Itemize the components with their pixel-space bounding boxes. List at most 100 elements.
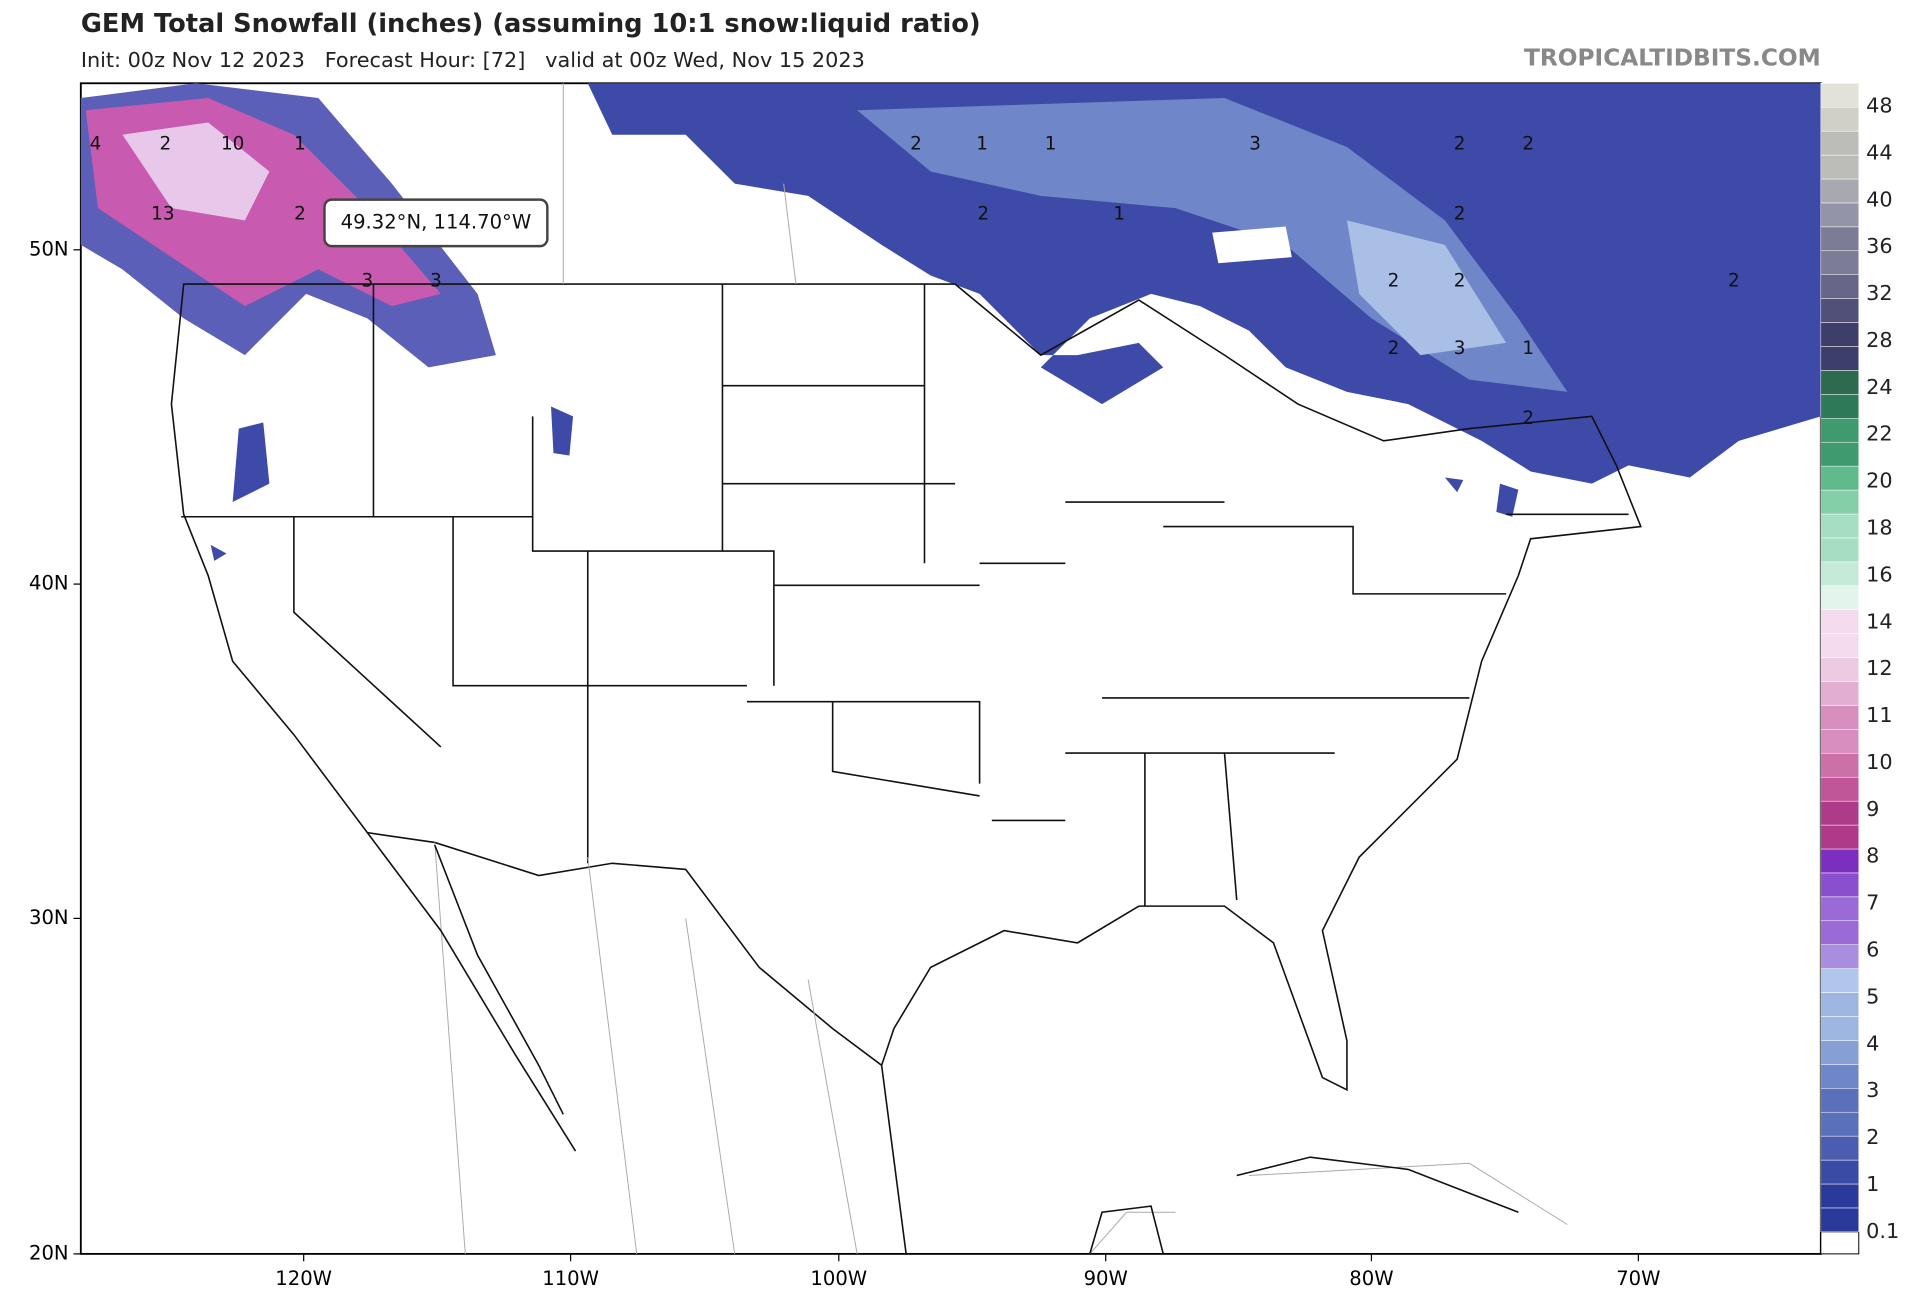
lon-label: 100W [810, 1267, 867, 1290]
contour-label: 2 [910, 134, 922, 155]
colorbar-segment [1820, 1064, 1860, 1089]
colorbar-segment [1820, 968, 1860, 993]
contour-label: 2 [1388, 338, 1400, 359]
colorbar-segment [1820, 465, 1860, 491]
contour-label: 3 [430, 271, 442, 292]
colorbar-label: 18 [1866, 516, 1892, 540]
colorbar-segment [1820, 753, 1860, 778]
colorbar-label: 7 [1866, 891, 1879, 915]
contour-label: 2 [159, 134, 171, 155]
colorbar-label: 6 [1866, 938, 1879, 962]
contour-label: 2 [1454, 134, 1466, 155]
colorbar-segment [1820, 1159, 1860, 1185]
colorbar-label: 32 [1866, 281, 1892, 305]
contour-label: 10 [221, 134, 244, 155]
lat-label: 20N [29, 1241, 69, 1264]
colorbar-label: 4 [1866, 1031, 1879, 1055]
colorbar-segment [1820, 370, 1860, 395]
colorbar-label: 36 [1866, 234, 1892, 258]
lat-label: 40N [29, 572, 69, 595]
colorbar-segment [1820, 226, 1860, 252]
colorbar-segment [1820, 633, 1860, 658]
colorbar-segment [1820, 561, 1860, 587]
colorbar-label: 22 [1866, 422, 1892, 446]
lon-label: 120W [275, 1267, 332, 1290]
colorbar-segment [1820, 178, 1860, 204]
colorbar-label: 48 [1866, 94, 1892, 118]
colorbar-label: 14 [1866, 609, 1892, 633]
colorbar-segment [1820, 920, 1860, 945]
colorbar-segment [1820, 106, 1860, 132]
colorbar-segment [1820, 1135, 1860, 1161]
colorbar-bottom [1820, 1231, 1860, 1255]
colorbar-segment [1820, 1040, 1860, 1065]
colorbar-segment [1820, 274, 1860, 299]
contour-label: 2 [1388, 271, 1400, 292]
colorbar-segment [1820, 130, 1860, 156]
colorbar-segment [1820, 705, 1860, 730]
title: GEM Total Snowfall (inches) (assuming 10… [81, 9, 981, 39]
colorbar-label: 28 [1866, 328, 1892, 352]
colorbar-segment [1820, 1111, 1860, 1137]
lon-label: 110W [542, 1267, 599, 1290]
map: 4 2 10 113 23 32 1 1 3 2 22 1 22 2 22 3 12 49.32°N, 114.… [79, 82, 1822, 1255]
lon-label: 90W [1084, 1267, 1128, 1290]
colorbar-segment [1820, 992, 1860, 1017]
colorbar-segment [1820, 513, 1860, 539]
tooltip-text: 49.32°N, 114.70°W [341, 210, 532, 233]
contour-label: 1 [294, 134, 306, 155]
subtitle: Init: 00z Nov 12 2023 Forecast Hour: [72… [81, 48, 865, 72]
contour-label: 3 [1249, 134, 1261, 155]
contour-label: 2 [977, 203, 989, 224]
contour-label: 1 [1045, 134, 1057, 155]
contour-label: 3 [362, 271, 374, 292]
lat-label: 30N [29, 906, 69, 929]
contour-label: 2 [1454, 271, 1466, 292]
contour-label: 2 [1454, 203, 1466, 224]
contour-label: 2 [294, 203, 306, 224]
colorbar-label: 0.1 [1866, 1219, 1899, 1243]
colorbar-segment [1820, 609, 1860, 634]
colorbar-segment [1820, 1088, 1860, 1113]
brand: TROPICALTIDBITS.COM [1524, 44, 1821, 71]
tooltip [323, 198, 549, 248]
contour-label: 1 [1113, 203, 1125, 224]
colorbar-segment [1820, 537, 1860, 563]
colorbar-segment [1820, 585, 1860, 610]
colorbar-label: 44 [1866, 140, 1892, 164]
colorbar-label: 5 [1866, 984, 1879, 1008]
colorbar-segment [1820, 322, 1860, 347]
contour-label: 4 [90, 134, 102, 155]
colorbar-segment [1820, 489, 1860, 515]
colorbar-segment [1820, 154, 1860, 180]
colorbar-label: 3 [1866, 1078, 1879, 1102]
colorbar-label: 2 [1866, 1125, 1879, 1149]
colorbar-segment [1820, 1183, 1860, 1209]
colorbar-label: 24 [1866, 375, 1892, 399]
contour-label: 1 [976, 134, 988, 155]
contour-label: 3 [1454, 338, 1466, 359]
lat-label: 50N [29, 237, 69, 260]
colorbar-segment [1820, 729, 1860, 754]
colorbar-label: 10 [1866, 750, 1892, 774]
contour-label: 2 [1522, 408, 1534, 429]
lon-label: 70W [1616, 1267, 1660, 1290]
contour-label: 2 [1728, 271, 1740, 292]
colorbar-segment [1820, 944, 1860, 969]
colorbar-segment [1820, 418, 1860, 443]
colorbar-segment [1820, 346, 1860, 371]
colorbar-segment [1820, 800, 1860, 826]
colorbar-segment [1820, 250, 1860, 275]
colorbar-segment [1820, 441, 1860, 467]
colorbar-segment [1820, 298, 1860, 323]
colorbar-label: 8 [1866, 844, 1879, 868]
lon-label: 80W [1349, 1267, 1393, 1290]
colorbar-segment [1820, 681, 1860, 706]
colorbar-segment [1820, 872, 1860, 898]
contour-label: 13 [151, 203, 174, 224]
colorbar-segment [1820, 202, 1860, 228]
colorbar-segment [1820, 776, 1860, 802]
colorbar-segment [1820, 896, 1860, 922]
colorbar-label: 9 [1866, 797, 1879, 821]
